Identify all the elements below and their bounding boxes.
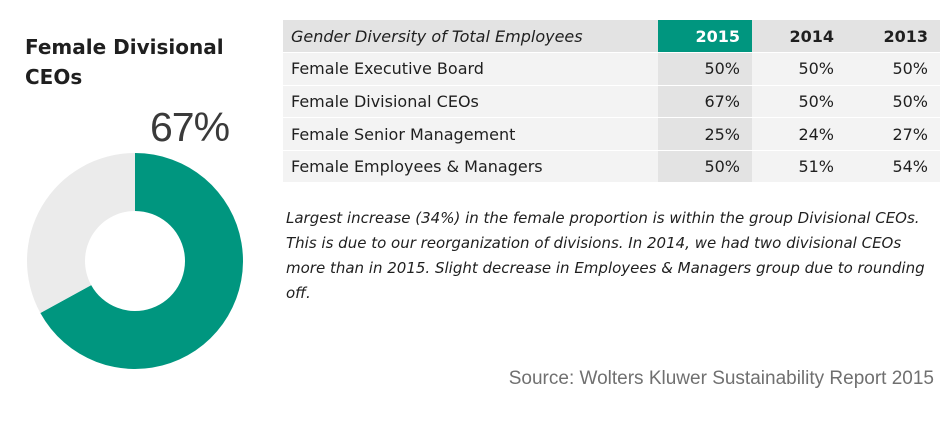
donut-value-label: 67% [150, 104, 230, 150]
table-header-row: Gender Diversity of Total Employees 2015… [283, 20, 940, 54]
row-label: Female Executive Board [283, 52, 658, 86]
table-cell: 50% [658, 150, 752, 184]
table-cell: 27% [846, 117, 940, 151]
table-cell: 50% [752, 52, 846, 86]
table-cell: 25% [658, 117, 752, 151]
table-cell: 24% [752, 117, 846, 151]
donut-slice-other [27, 153, 136, 314]
table-cell: 50% [846, 52, 940, 86]
donut-slice-female [40, 153, 243, 369]
row-label: Female Employees & Managers [283, 150, 658, 184]
table-row: Female Senior Management 25% 24% 27% [283, 117, 940, 151]
table-cell: 67% [658, 85, 752, 119]
source-credit: Source: Wolters Kluwer Sustainability Re… [508, 368, 934, 389]
row-label: Female Divisional CEOs [283, 85, 658, 119]
table-header-2013: 2013 [846, 20, 940, 54]
chart-title: Female Divisional CEOs [25, 35, 224, 89]
table-row: Female Divisional CEOs 67% 50% 50% [283, 85, 940, 119]
table-cell: 51% [752, 150, 846, 184]
gender-diversity-table: Gender Diversity of Total Employees 2015… [283, 20, 940, 184]
table-header-2015: 2015 [658, 20, 752, 54]
table-cell: 50% [658, 52, 752, 86]
row-label: Female Senior Management [283, 117, 658, 151]
table-header-2014: 2014 [752, 20, 846, 54]
table-row: Female Employees & Managers 50% 51% 54% [283, 150, 940, 184]
table-footnote: Largest increase (34%) in the female pro… [286, 209, 925, 302]
table-row: Female Executive Board 50% 50% 50% [283, 52, 940, 86]
table-cell: 50% [846, 85, 940, 119]
donut-chart [27, 153, 243, 369]
table-cell: 54% [846, 150, 940, 184]
table-cell: 50% [752, 85, 846, 119]
table-header-label: Gender Diversity of Total Employees [283, 20, 658, 54]
